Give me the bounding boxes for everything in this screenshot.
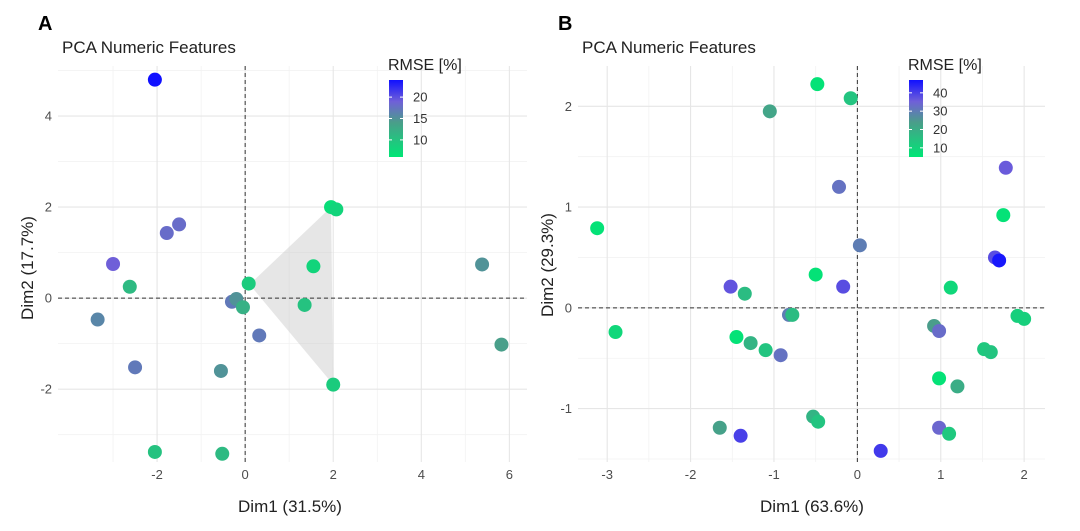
legend-a: RMSE [%] 10 15 20	[388, 57, 462, 157]
data-point	[147, 72, 162, 87]
data-point	[737, 286, 752, 301]
data-point	[608, 325, 623, 340]
data-point	[306, 259, 321, 274]
data-point	[723, 279, 738, 294]
data-point	[873, 443, 888, 458]
legend-tick-label: 10	[933, 140, 947, 155]
data-point	[832, 179, 847, 194]
legend-title-b: RMSE [%]	[908, 57, 982, 74]
x-tick-label: 1	[937, 467, 944, 482]
legend-tick-label: 30	[933, 104, 947, 119]
legend-title-a: RMSE [%]	[388, 57, 462, 74]
x-tick-label: -1	[768, 467, 780, 482]
panel-b: B PCA Numeric Features -3 -2 -1 0 1 2 -1 0 1 2 Di…	[538, 13, 1045, 516]
x-axis-label-b: Dim1 (63.6%)	[760, 497, 864, 516]
legend-ticks-b: 10 20 30 40	[909, 85, 947, 155]
data-point	[122, 279, 137, 294]
data-point	[943, 280, 958, 295]
legend-colorbar-a	[389, 80, 403, 157]
data-point	[932, 324, 947, 339]
data-point	[128, 360, 143, 375]
data-point	[942, 426, 957, 441]
plot-area-a: -2 0 2 4 6 -2 0 2 4	[40, 66, 527, 482]
y-tick-label: 0	[565, 300, 572, 315]
data-point	[983, 345, 998, 360]
legend-tick-label: 40	[933, 85, 947, 100]
y-axis-label-b: Dim2 (29.3%)	[538, 213, 557, 317]
legend-tick-label: 10	[413, 132, 427, 147]
data-point	[808, 267, 823, 282]
data-point	[758, 343, 773, 358]
legend-ticks-a: 10 15 20	[389, 90, 427, 147]
data-point	[494, 337, 509, 352]
panel-letter-b: B	[558, 13, 572, 35]
data-point	[213, 363, 228, 378]
data-point	[90, 312, 105, 327]
x-tick-label: 0	[242, 467, 249, 482]
legend-tick-label: 20	[933, 122, 947, 137]
data-point	[712, 420, 727, 435]
data-point	[1017, 311, 1032, 326]
legend-b: RMSE [%] 10 20 30 40	[908, 57, 982, 157]
data-point	[811, 414, 826, 429]
data-point	[159, 226, 174, 241]
data-point	[475, 257, 490, 272]
data-point	[998, 160, 1013, 175]
y-tick-label: -1	[560, 401, 572, 416]
data-point	[996, 208, 1011, 223]
chart-title-a: PCA Numeric Features	[62, 38, 236, 57]
data-point	[329, 202, 344, 217]
x-tick-label: 4	[418, 467, 425, 482]
x-axis-label-a: Dim1 (31.5%)	[238, 497, 342, 516]
y-tick-label: 1	[565, 200, 572, 215]
data-point	[241, 276, 256, 291]
y-tick-label: 2	[45, 200, 52, 215]
data-point	[729, 330, 744, 345]
data-point	[147, 444, 162, 459]
x-tick-label: 0	[854, 467, 861, 482]
data-point	[297, 297, 312, 312]
data-point	[743, 336, 758, 351]
data-point	[215, 446, 230, 461]
data-point	[252, 328, 267, 343]
legend-colorbar-b	[909, 80, 923, 157]
x-tick-label: 2	[330, 467, 337, 482]
x-tick-label: 2	[1021, 467, 1028, 482]
data-point	[106, 257, 121, 271]
y-axis-label-a: Dim2 (17.7%)	[18, 216, 37, 320]
x-tick-label: -3	[601, 467, 613, 482]
data-point	[590, 221, 605, 236]
data-point	[950, 379, 965, 394]
data-point	[836, 279, 851, 294]
chart-title-b: PCA Numeric Features	[582, 38, 756, 57]
data-point	[932, 371, 947, 386]
y-tick-label: -2	[40, 382, 52, 397]
legend-tick-label: 15	[413, 111, 427, 126]
data-point	[172, 217, 187, 232]
x-tick-label: -2	[685, 467, 697, 482]
convex-hull	[249, 207, 334, 385]
panel-letter-a: A	[38, 13, 52, 35]
plot-area-b: -3 -2 -1 0 1 2 -1 0 1 2	[560, 66, 1045, 482]
y-tick-label: 4	[45, 109, 52, 124]
data-point	[326, 377, 341, 392]
x-tick-label: 6	[506, 467, 513, 482]
data-point	[810, 77, 825, 92]
data-point	[733, 428, 748, 443]
y-tick-label: 0	[45, 291, 52, 306]
data-point	[992, 253, 1007, 268]
x-tick-label: -2	[151, 467, 163, 482]
data-point	[773, 348, 788, 363]
data-point	[762, 104, 777, 119]
panel-a: A PCA Numeric Features -2 0 2 4 6 -2 0 2 4 Dim1 …	[18, 13, 527, 516]
data-point	[843, 91, 858, 106]
data-point	[235, 300, 250, 315]
data-point	[852, 238, 867, 253]
legend-tick-label: 20	[413, 90, 427, 105]
data-point	[785, 307, 800, 322]
y-tick-label: 2	[565, 99, 572, 114]
